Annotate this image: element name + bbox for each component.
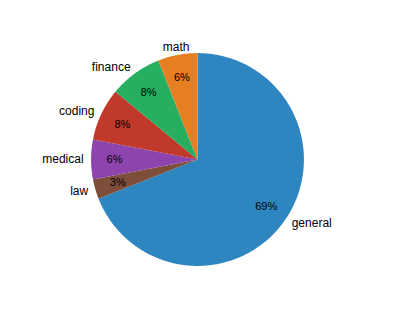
svg-text:math: math xyxy=(163,40,190,54)
svg-text:69%: 69% xyxy=(255,200,277,212)
svg-text:6%: 6% xyxy=(107,153,123,165)
svg-text:8%: 8% xyxy=(114,118,130,130)
svg-text:law: law xyxy=(70,184,88,198)
svg-text:general: general xyxy=(292,216,332,230)
svg-text:3%: 3% xyxy=(110,176,126,188)
svg-text:6%: 6% xyxy=(174,71,190,83)
svg-text:finance: finance xyxy=(92,60,131,74)
svg-text:coding: coding xyxy=(59,104,94,118)
svg-text:medical: medical xyxy=(42,152,83,166)
svg-text:8%: 8% xyxy=(141,86,157,98)
